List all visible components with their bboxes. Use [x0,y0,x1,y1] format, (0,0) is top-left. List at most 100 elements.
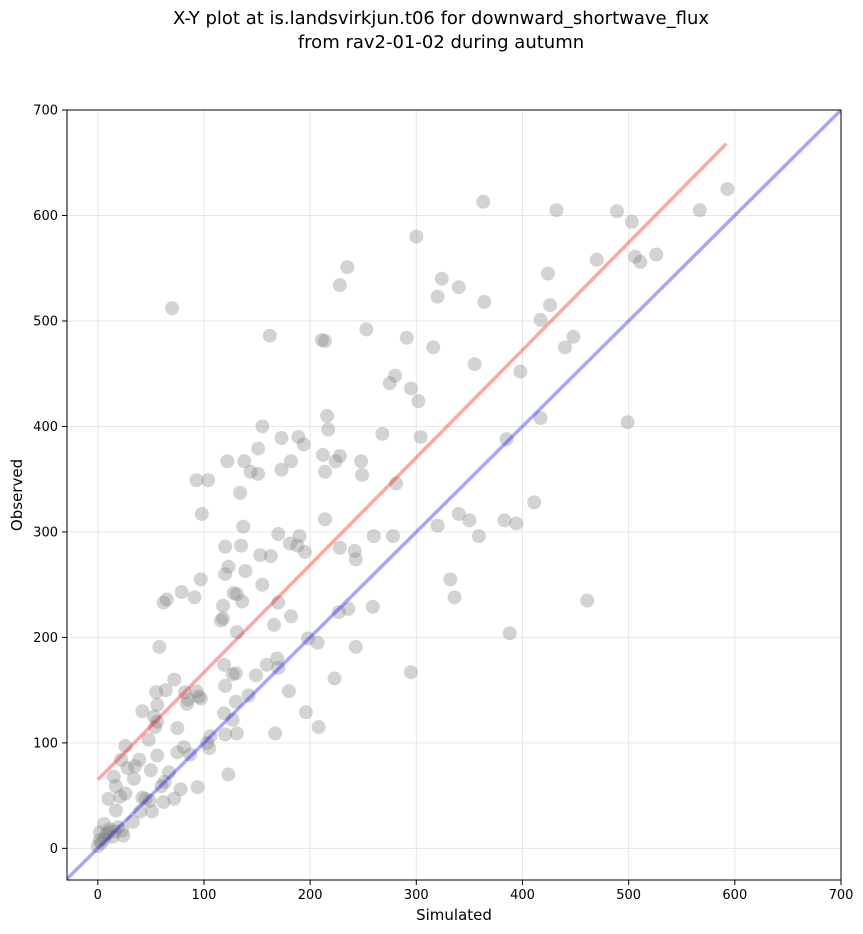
point [251,466,266,481]
point [262,328,277,343]
point [203,729,218,744]
point [157,774,172,789]
point [101,791,116,806]
point [633,254,648,269]
point [649,247,664,262]
point [101,825,116,840]
point [202,741,217,756]
point [284,609,299,624]
point [533,411,548,425]
point [609,204,624,219]
point [110,820,125,835]
point [218,539,233,554]
point [580,593,595,608]
point [499,432,514,447]
point [118,786,133,801]
point [248,668,263,683]
point [170,721,185,736]
point [315,447,330,462]
point [263,549,278,564]
point [132,752,147,767]
point [411,394,426,409]
point [135,790,150,805]
point [566,329,581,344]
point [161,765,176,780]
point [477,294,492,309]
point [720,182,735,197]
point [135,704,150,719]
point [332,448,347,463]
point [108,803,123,818]
point [148,720,163,735]
point [181,692,196,707]
point [513,364,528,379]
point [404,381,418,396]
y-tick-label: 600 [33,209,58,224]
point [267,617,282,632]
point [471,529,486,544]
point [93,836,108,851]
point [102,822,117,837]
point [141,732,156,747]
point [298,705,313,720]
point [434,271,449,286]
point [281,684,296,699]
point [291,429,306,444]
point [328,454,343,469]
y-tick-label: 300 [33,525,58,540]
point [375,426,390,441]
point [284,454,299,469]
point [509,516,524,531]
point [159,592,174,607]
point [540,266,555,281]
point [201,473,216,488]
point [120,761,135,776]
point [327,671,342,686]
point [318,464,332,479]
point [290,538,305,553]
point [237,454,252,469]
point [194,506,209,521]
point [236,519,251,534]
point [142,793,157,808]
point [225,712,240,727]
point [297,544,312,559]
point [218,567,233,582]
point [234,538,249,553]
point [133,804,148,819]
point [174,585,189,600]
point [218,727,233,742]
point [253,548,268,563]
point [173,782,188,797]
point [116,828,131,843]
point [409,229,424,244]
x-tick-label: 600 [722,888,747,903]
point [238,563,253,578]
point [106,769,121,784]
point [462,513,477,528]
point [225,667,240,682]
point [426,340,441,355]
point [502,626,517,641]
point [113,789,128,804]
point [107,824,122,839]
x-tick-label: 300 [404,888,429,903]
point [176,740,191,755]
point [218,678,233,693]
point [152,639,167,654]
point [217,657,232,672]
point [216,611,231,626]
point [543,298,558,313]
point [255,419,270,434]
point [187,590,202,605]
point [165,301,180,316]
point [692,203,707,218]
point [430,518,445,533]
point [497,513,512,528]
point [99,827,114,842]
point [228,666,243,681]
axes-frame [66,109,842,881]
x-tick-label: 400 [510,888,535,903]
